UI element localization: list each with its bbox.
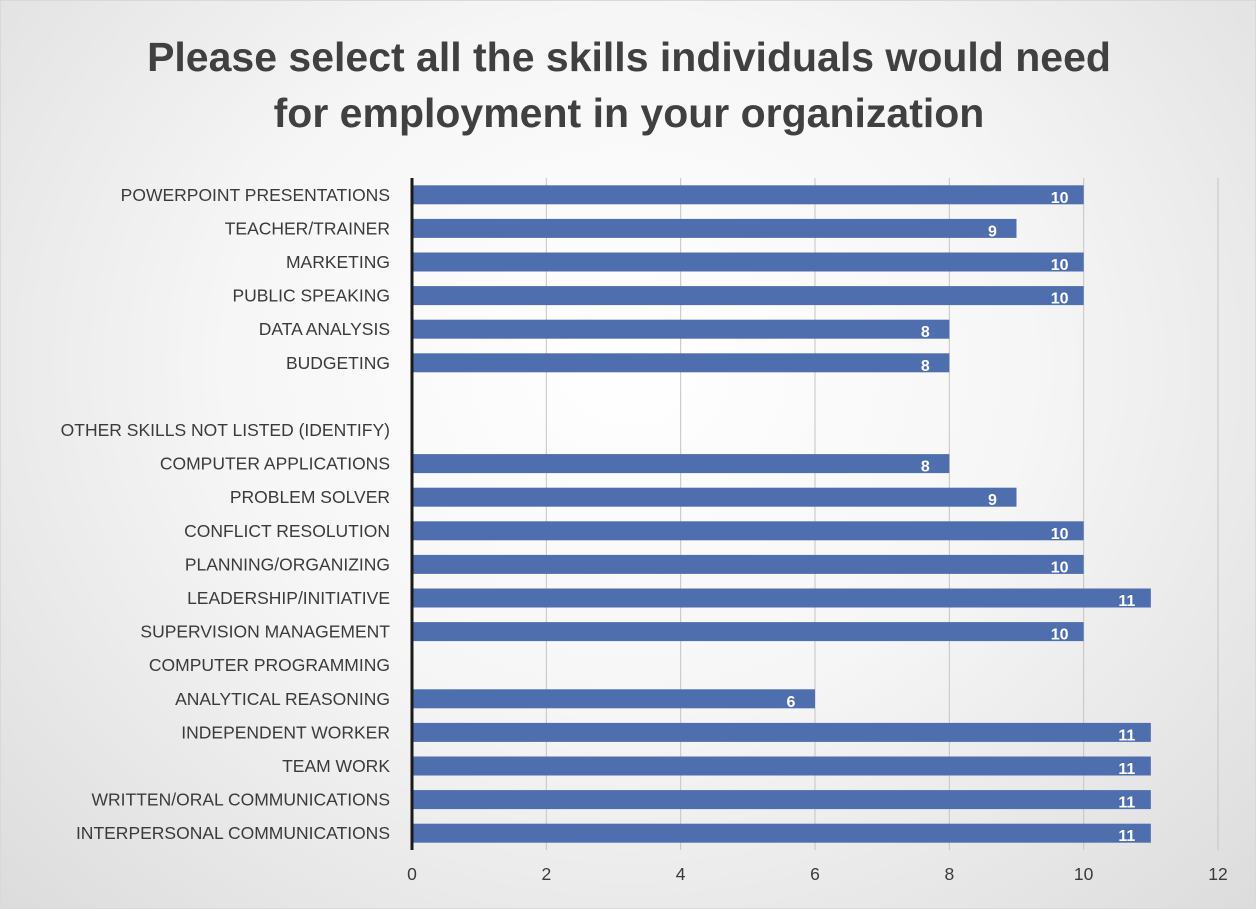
- data-label: 6: [787, 694, 796, 711]
- bar: [412, 521, 1084, 541]
- bar: [412, 722, 1151, 742]
- data-label: 9: [988, 223, 997, 240]
- bar: [412, 622, 1084, 642]
- category-label: COMPUTER PROGRAMMING: [149, 655, 390, 675]
- data-label: 10: [1051, 526, 1069, 543]
- bar: [412, 185, 1084, 205]
- x-tick-label: 2: [541, 864, 551, 884]
- category-label: INTERPERSONAL COMMUNICATIONS: [76, 823, 390, 843]
- category-label: SUPERVISION MANAGEMENT: [140, 622, 390, 642]
- category-label: TEACHER/TRAINER: [225, 218, 390, 238]
- bar: [412, 252, 1084, 272]
- chart-title: Please select all the skills individuals…: [1, 29, 1256, 141]
- bar: [412, 554, 1084, 574]
- category-label: PLANNING/ORGANIZING: [185, 554, 390, 574]
- bar: [412, 353, 950, 373]
- x-tick-label: 0: [407, 864, 417, 884]
- data-label: 11: [1118, 795, 1135, 812]
- bar: [412, 319, 950, 339]
- bar: [412, 588, 1151, 608]
- category-label: BUDGETING: [286, 353, 390, 373]
- bar: [412, 823, 1151, 843]
- bar: [412, 790, 1151, 810]
- data-label: 10: [1051, 257, 1069, 274]
- bar: [412, 689, 815, 709]
- category-label: LEADERSHIP/INITIATIVE: [187, 588, 390, 608]
- data-label: 8: [921, 459, 930, 476]
- data-label: 8: [921, 358, 930, 375]
- chart-title-line-1: Please select all the skills individuals…: [147, 34, 1111, 80]
- data-label: 11: [1118, 727, 1135, 744]
- category-label: DATA ANALYSIS: [259, 319, 390, 339]
- category-label: INDEPENDENT WORKER: [181, 722, 390, 742]
- bar: [412, 218, 1017, 238]
- category-label: WRITTEN/ORAL COMMUNICATIONS: [92, 790, 390, 810]
- data-label: 9: [988, 492, 997, 509]
- bar: [412, 756, 1151, 776]
- category-label: COMPUTER APPLICATIONS: [160, 454, 390, 474]
- data-label: 11: [1118, 593, 1135, 610]
- category-label: OTHER SKILLS NOT LISTED (IDENTIFY): [61, 420, 390, 440]
- category-label: ANALYTICAL REASONING: [175, 689, 390, 709]
- data-label: 11: [1118, 761, 1135, 778]
- x-tick-label: 8: [944, 864, 954, 884]
- bar: [412, 286, 1084, 306]
- data-label: 10: [1051, 190, 1069, 207]
- x-tick-label: 4: [676, 864, 686, 884]
- x-tick-label: 12: [1208, 864, 1227, 884]
- x-tick-label: 6: [810, 864, 820, 884]
- data-label: 10: [1051, 559, 1069, 576]
- data-label: 11: [1118, 828, 1135, 845]
- category-label: PUBLIC SPEAKING: [232, 286, 390, 306]
- category-label: CONFLICT RESOLUTION: [184, 521, 390, 541]
- x-tick-label: 10: [1074, 864, 1094, 884]
- data-label: 10: [1051, 291, 1069, 308]
- data-label: 10: [1051, 627, 1069, 644]
- bar: [412, 487, 1017, 507]
- category-label: PROBLEM SOLVER: [230, 487, 390, 507]
- bar: [412, 454, 950, 474]
- chart-title-line-2: for employment in your organization: [273, 90, 985, 136]
- category-label: TEAM WORK: [282, 756, 390, 776]
- category-label: MARKETING: [286, 252, 390, 272]
- data-label: 8: [921, 324, 930, 341]
- category-label: POWERPOINT PRESENTATIONS: [121, 185, 390, 205]
